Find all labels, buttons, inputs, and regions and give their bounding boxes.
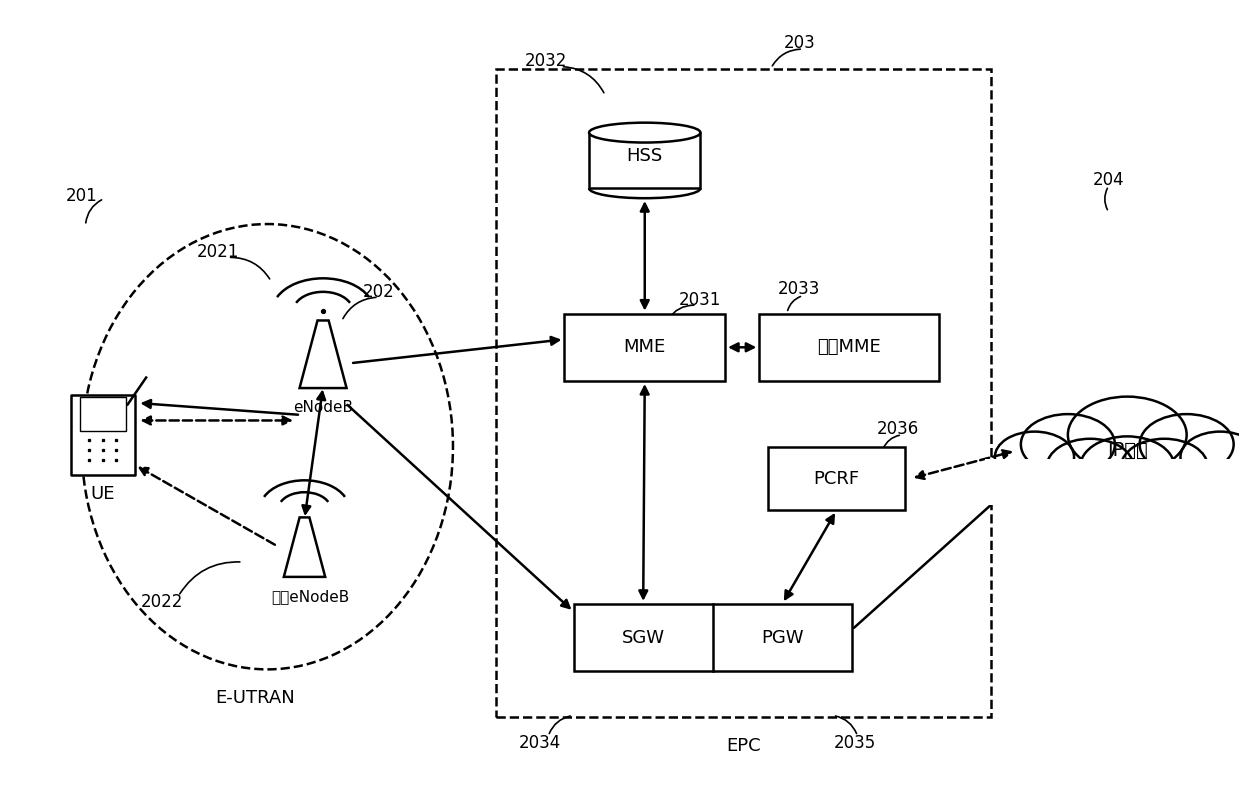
Text: 2031: 2031	[680, 290, 722, 309]
Text: 2033: 2033	[779, 280, 821, 298]
Text: SGW: SGW	[621, 629, 665, 646]
Text: EPC: EPC	[727, 737, 761, 755]
Text: 2021: 2021	[197, 243, 239, 261]
FancyArrowPatch shape	[343, 298, 376, 318]
Text: 2034: 2034	[518, 733, 560, 752]
Circle shape	[1068, 397, 1187, 473]
Bar	[769, 447, 904, 511]
Bar	[589, 132, 701, 188]
Circle shape	[1021, 414, 1115, 475]
Text: UE: UE	[91, 485, 115, 503]
Bar	[759, 314, 939, 381]
Bar	[574, 604, 852, 671]
FancyArrowPatch shape	[86, 200, 102, 223]
Text: HSS: HSS	[626, 148, 663, 165]
FancyArrowPatch shape	[549, 716, 570, 733]
Text: IP业务: IP业务	[1107, 441, 1148, 460]
Polygon shape	[284, 517, 325, 577]
Bar	[985, 459, 1240, 505]
FancyArrowPatch shape	[773, 49, 800, 65]
FancyArrowPatch shape	[1105, 188, 1107, 210]
FancyArrowPatch shape	[883, 435, 899, 448]
FancyArrowPatch shape	[563, 67, 604, 93]
Circle shape	[1180, 432, 1240, 483]
Text: 202: 202	[363, 282, 394, 301]
Text: 201: 201	[66, 188, 98, 205]
Polygon shape	[300, 321, 346, 388]
Text: eNodeB: eNodeB	[293, 400, 353, 415]
FancyArrowPatch shape	[180, 562, 239, 594]
Circle shape	[1080, 437, 1174, 497]
Text: MME: MME	[624, 338, 666, 357]
Text: 2022: 2022	[141, 593, 184, 610]
Text: 其它MME: 其它MME	[817, 338, 880, 357]
Circle shape	[1047, 439, 1133, 495]
Text: 203: 203	[784, 34, 815, 52]
Text: PGW: PGW	[761, 629, 804, 646]
FancyArrowPatch shape	[668, 305, 694, 318]
Bar	[79, 397, 126, 431]
Text: E-UTRAN: E-UTRAN	[216, 689, 295, 707]
Circle shape	[1140, 414, 1234, 475]
Text: 其它eNodeB: 其它eNodeB	[272, 589, 350, 604]
FancyArrowPatch shape	[787, 297, 801, 310]
FancyArrowPatch shape	[231, 258, 269, 279]
Text: 2032: 2032	[525, 52, 567, 70]
Text: 204: 204	[1092, 172, 1125, 189]
Circle shape	[1121, 439, 1208, 495]
Bar	[564, 314, 725, 381]
Text: 2035: 2035	[835, 733, 877, 752]
Bar	[496, 69, 991, 717]
Text: PCRF: PCRF	[813, 469, 859, 488]
Ellipse shape	[589, 123, 701, 143]
Bar	[71, 395, 135, 475]
Text: 2036: 2036	[877, 421, 920, 438]
FancyArrowPatch shape	[836, 716, 857, 733]
Circle shape	[994, 432, 1074, 483]
